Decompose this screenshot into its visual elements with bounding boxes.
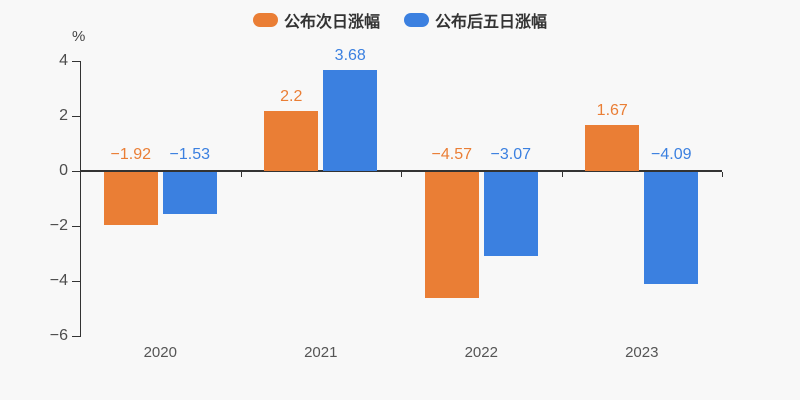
y-tick-label: −4: [49, 272, 68, 289]
bar-series0-2023[interactable]: [585, 125, 640, 171]
chart-legend: 公布次日涨幅 公布后五日涨幅: [0, 8, 800, 32]
y-tick: [72, 61, 80, 62]
bar-series1-2022[interactable]: [483, 172, 538, 257]
y-tick-label: −2: [49, 217, 68, 234]
y-axis-line: [80, 61, 81, 337]
bar-series0-2022[interactable]: [424, 172, 479, 298]
bar-value-label: −4.09: [651, 146, 692, 163]
legend-label-five-day: 公布后五日涨幅: [435, 14, 548, 31]
x-tick: [401, 172, 402, 177]
legend-swatch-five-day: [404, 13, 429, 27]
y-tick-label: 0: [59, 162, 68, 179]
x-tick: [80, 172, 81, 177]
x-axis-label-2023: 2023: [625, 344, 659, 361]
bar-series0-2020[interactable]: [103, 172, 158, 225]
bar-value-label: −1.53: [169, 146, 210, 163]
y-tick: [72, 171, 80, 172]
x-tick: [722, 172, 723, 177]
bar-series1-2021[interactable]: [323, 69, 378, 171]
bar-value-label: 1.67: [596, 102, 628, 120]
bar-value-label: −4.57: [431, 146, 472, 163]
bar-value-label: 3.68: [334, 46, 366, 64]
bar-series1-2023[interactable]: [644, 172, 699, 285]
bar-value-label: −1.92: [110, 146, 151, 163]
x-tick: [561, 172, 563, 177]
x-axis-label-2020: 2020: [143, 344, 177, 361]
legend-item-next-day[interactable]: 公布次日涨幅: [252, 8, 380, 32]
y-tick: [72, 281, 80, 282]
x-axis-label-2021: 2021: [304, 344, 338, 361]
legend-swatch-next-day: [252, 13, 278, 27]
x-axis-label-2022: 2022: [464, 344, 498, 361]
x-axis-line: [80, 170, 722, 172]
y-tick-label: 2: [59, 107, 68, 124]
bar-series0-2021[interactable]: [264, 110, 319, 171]
y-tick-label: −6: [49, 327, 68, 344]
y-tick: [72, 336, 80, 337]
bar-value-label: 2.2: [280, 87, 303, 105]
x-tick: [240, 172, 242, 177]
y-axis-unit-label: %: [72, 28, 86, 45]
legend-item-five-day[interactable]: 公布后五日涨幅: [404, 8, 547, 32]
y-tick: [72, 226, 80, 227]
y-tick-label: 4: [59, 52, 68, 69]
bar-value-label: −3.07: [490, 146, 531, 163]
y-tick: [72, 116, 80, 117]
legend-label-next-day: 公布次日涨幅: [283, 14, 380, 31]
bar-series1-2020[interactable]: [162, 172, 217, 215]
